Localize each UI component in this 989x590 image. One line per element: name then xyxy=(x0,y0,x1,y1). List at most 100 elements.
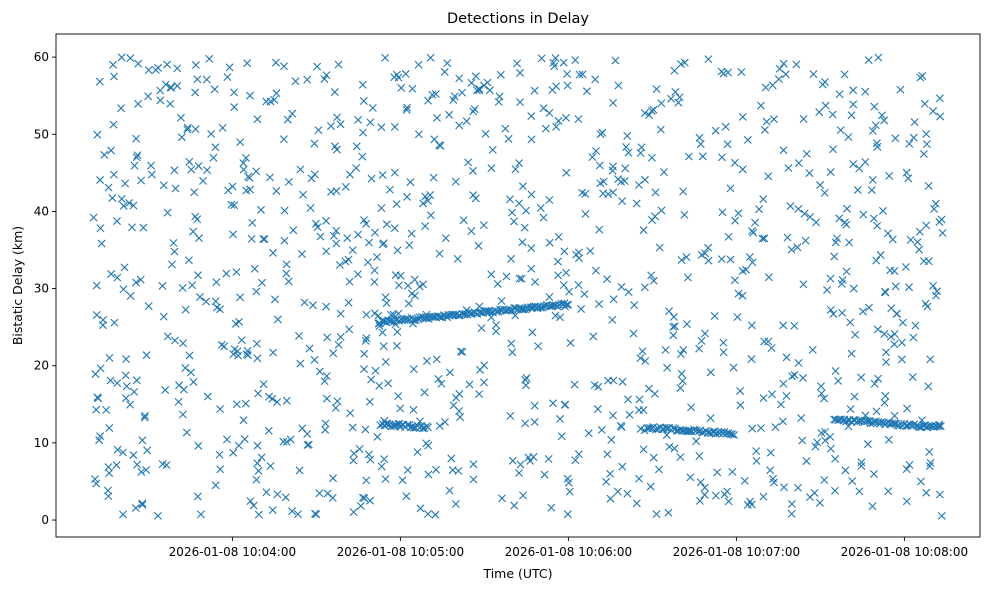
detection-point xyxy=(665,307,674,316)
detection-point xyxy=(769,474,777,483)
detection-point xyxy=(126,54,135,63)
detection-point xyxy=(467,227,476,236)
detection-point xyxy=(144,92,153,101)
detection-point xyxy=(511,165,520,174)
detection-point xyxy=(121,179,130,188)
detection-point xyxy=(475,390,484,399)
detection-point xyxy=(220,342,229,351)
detection-point xyxy=(623,131,632,140)
detection-point xyxy=(99,315,108,324)
detection-point xyxy=(243,346,252,355)
detection-point xyxy=(885,171,894,180)
detection-point xyxy=(429,173,438,182)
detection-point xyxy=(826,168,835,177)
detection-point xyxy=(829,309,838,318)
detection-point xyxy=(778,417,787,426)
detection-point xyxy=(908,373,917,382)
detection-point xyxy=(300,298,309,307)
detection-point xyxy=(880,330,889,339)
detection-point xyxy=(638,347,647,356)
detection-point xyxy=(329,474,338,483)
detection-point xyxy=(234,441,243,450)
detection-point xyxy=(508,208,517,217)
detection-point xyxy=(493,279,502,288)
detection-point xyxy=(784,164,793,173)
detection-point xyxy=(731,216,740,225)
detection-point xyxy=(554,232,563,241)
detection-point xyxy=(507,254,516,263)
detection-point xyxy=(406,178,415,187)
detection-point xyxy=(322,394,331,403)
detection-point xyxy=(530,86,539,95)
detection-point xyxy=(108,193,117,202)
detection-point xyxy=(829,145,838,154)
detection-point xyxy=(134,99,143,108)
detection-point xyxy=(527,244,536,253)
detection-point xyxy=(902,168,911,177)
detection-point xyxy=(880,398,889,407)
detection-point xyxy=(173,81,182,90)
detection-point xyxy=(381,293,390,302)
detection-point xyxy=(552,122,561,131)
detection-point xyxy=(747,355,756,364)
detection-point xyxy=(365,238,373,247)
detection-point xyxy=(604,190,613,199)
detection-point xyxy=(273,490,282,499)
detection-point xyxy=(378,171,387,180)
detection-point xyxy=(759,195,768,204)
detection-point xyxy=(811,442,820,451)
detection-point xyxy=(846,318,855,327)
detection-point xyxy=(89,213,98,222)
detection-point xyxy=(508,456,517,465)
detection-point xyxy=(864,56,873,65)
detection-point xyxy=(303,75,312,84)
detection-point xyxy=(422,357,431,366)
detection-point xyxy=(349,456,358,465)
detection-point xyxy=(392,200,401,209)
detection-point xyxy=(333,113,342,122)
detection-point xyxy=(767,390,776,399)
detection-point xyxy=(717,255,726,264)
detection-point xyxy=(202,297,210,306)
detection-point xyxy=(483,78,492,87)
detection-point xyxy=(322,216,331,225)
detection-point xyxy=(554,271,563,280)
detection-point xyxy=(855,164,864,173)
detection-point xyxy=(215,450,224,459)
detection-point xyxy=(794,483,803,492)
detection-point xyxy=(670,322,679,331)
detection-point xyxy=(719,348,728,357)
detection-point xyxy=(897,355,906,364)
detection-point xyxy=(122,382,131,391)
detection-point xyxy=(607,435,616,444)
detection-point xyxy=(801,236,810,245)
detection-point xyxy=(161,386,170,395)
detection-point xyxy=(776,400,785,409)
detection-point xyxy=(212,303,221,312)
detection-point xyxy=(766,466,775,475)
detection-point xyxy=(129,201,138,210)
detection-point xyxy=(360,349,369,358)
detection-point xyxy=(792,60,801,69)
detection-point xyxy=(559,58,568,67)
detection-point xyxy=(674,98,683,107)
detection-point xyxy=(90,475,99,484)
detection-point xyxy=(748,227,757,236)
detection-point xyxy=(136,275,145,284)
detection-point xyxy=(747,321,756,330)
detection-point xyxy=(622,143,631,151)
x-axis: 2026-01-08 10:04:00 2026-01-08 10:05:00 20… xyxy=(169,537,968,559)
detection-point xyxy=(288,507,297,516)
detection-point xyxy=(250,264,259,273)
detection-point xyxy=(840,70,849,79)
detection-point xyxy=(252,167,261,176)
detection-point xyxy=(724,497,733,506)
detection-point xyxy=(409,405,418,414)
detection-point xyxy=(288,109,297,118)
detection-point xyxy=(516,98,525,107)
detection-point xyxy=(440,67,449,76)
detection-point xyxy=(929,281,938,290)
detection-point xyxy=(636,354,645,363)
detection-point xyxy=(117,104,126,113)
